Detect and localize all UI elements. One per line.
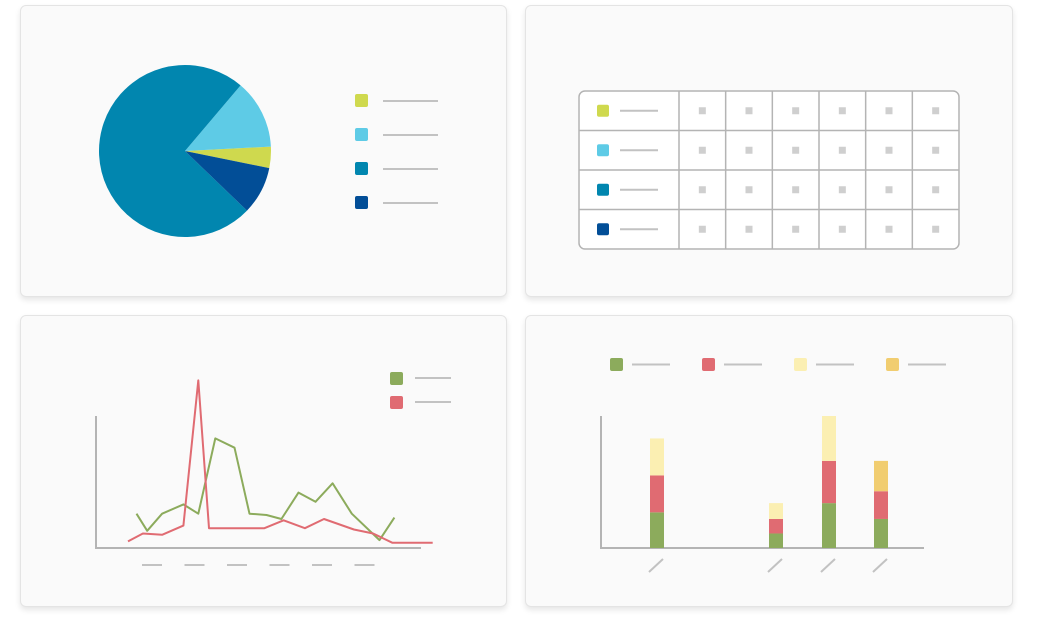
pie-chart	[99, 64, 438, 237]
line-series-1	[135, 437, 396, 542]
table-row-swatch-1	[597, 104, 609, 117]
bar-x-tick-label-4	[872, 558, 888, 573]
data-table	[578, 90, 960, 250]
bar-segment-2-1	[769, 533, 783, 548]
bar-segment-2-3	[769, 503, 783, 519]
table-cell-value	[932, 186, 940, 194]
legend-swatch-1	[355, 94, 368, 107]
table-cell-value	[698, 146, 706, 154]
legend-swatch-4	[355, 196, 368, 209]
pie-chart-card	[20, 5, 507, 297]
bar-legend-swatch-2	[702, 358, 715, 371]
bar-segment-2-2	[769, 518, 783, 534]
table-cell-value	[698, 107, 706, 115]
table-cell-value	[698, 186, 706, 194]
bar-segment-1-3	[650, 438, 664, 476]
bar-x-tick-label-3	[820, 558, 836, 573]
table-cell-value	[838, 186, 846, 194]
line-legend-swatch-1	[390, 372, 403, 385]
bar-chart-axes	[600, 416, 924, 549]
bar-segment-4-1	[874, 518, 888, 548]
pie-slice-4	[185, 151, 270, 211]
table-cell-value	[745, 225, 753, 233]
pie-slice-2	[185, 85, 271, 151]
bar-x-tick-label-2	[767, 558, 783, 573]
bar-segment-3-1	[822, 503, 836, 548]
table-cell-value	[745, 107, 753, 115]
table-cell-value	[698, 225, 706, 233]
legend-swatch-3	[355, 162, 368, 175]
bar-x-tick-label-1	[648, 558, 664, 573]
table-cell-value	[885, 225, 893, 233]
table-cell-value	[885, 107, 893, 115]
line-chart-card	[20, 315, 507, 607]
table-row-swatch-4	[597, 223, 609, 236]
table-cell-value	[792, 186, 800, 194]
stacked-bar-chart	[600, 358, 946, 573]
table-cell-value	[932, 107, 940, 115]
pie-slice-3	[99, 64, 248, 237]
bar-segment-4-4	[874, 460, 888, 492]
bar-segment-1-2	[650, 475, 664, 513]
stacked-bar-chart-card	[525, 315, 1013, 607]
bar-segment-1-1	[650, 512, 664, 548]
table-cell-value	[932, 225, 940, 233]
table-row-swatch-3	[597, 183, 609, 196]
bar-segment-4-2	[874, 491, 888, 519]
bar-legend-swatch-1	[610, 358, 623, 371]
table-cell-value	[792, 146, 800, 154]
line-chart-axes	[95, 416, 421, 549]
bar-segment-3-3	[822, 416, 836, 461]
legend-swatch-2	[355, 128, 368, 141]
table-cell-value	[885, 186, 893, 194]
bar-legend-swatch-3	[794, 358, 807, 371]
table-cell-value	[792, 225, 800, 233]
table-cell-value	[885, 146, 893, 154]
bar-segment-3-2	[822, 460, 836, 504]
table-cell-value	[838, 225, 846, 233]
line-legend-swatch-2	[390, 396, 403, 409]
table-cell-value	[838, 107, 846, 115]
line-chart	[95, 372, 451, 566]
table-cell-value	[838, 146, 846, 154]
table-cell-value	[745, 146, 753, 154]
table-row-swatch-2	[597, 144, 609, 157]
table-cell-value	[745, 186, 753, 194]
pie-slice-1	[185, 146, 271, 169]
line-series-2	[127, 379, 433, 544]
table-cell-value	[932, 146, 940, 154]
table-card	[525, 5, 1013, 297]
bar-legend-swatch-4	[886, 358, 899, 371]
table-cell-value	[792, 107, 800, 115]
